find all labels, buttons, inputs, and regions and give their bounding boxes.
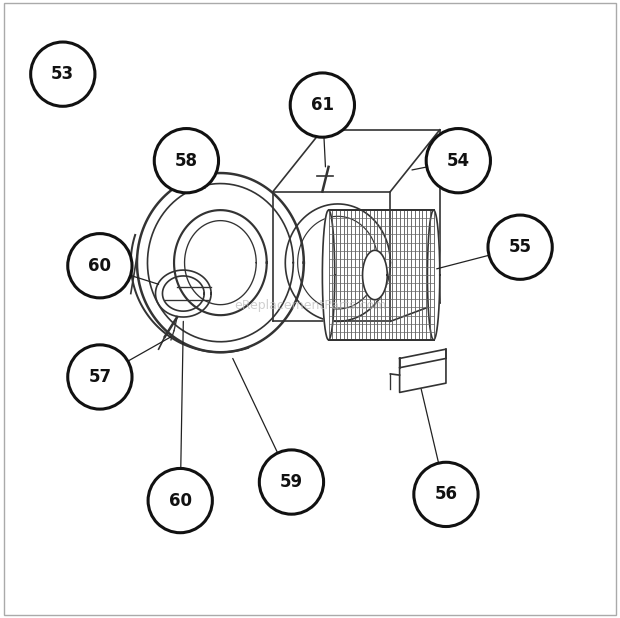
Circle shape [426,129,490,193]
Text: eReplacementParts.com: eReplacementParts.com [234,299,386,313]
Circle shape [30,42,95,106]
Text: 57: 57 [88,368,112,386]
Text: 58: 58 [175,151,198,170]
Text: 56: 56 [435,485,458,504]
Circle shape [488,215,552,279]
Circle shape [68,345,132,409]
Text: 60: 60 [89,256,112,275]
Circle shape [259,450,324,514]
Text: 55: 55 [508,238,531,256]
Circle shape [148,468,213,533]
Circle shape [154,129,218,193]
Circle shape [290,73,355,137]
Text: 61: 61 [311,96,334,114]
FancyBboxPatch shape [4,3,616,615]
Polygon shape [322,210,335,340]
Circle shape [414,462,478,527]
Text: 60: 60 [169,491,192,510]
Text: 59: 59 [280,473,303,491]
Polygon shape [427,210,440,340]
Text: 53: 53 [51,65,74,83]
Polygon shape [363,250,388,300]
Circle shape [68,234,132,298]
Polygon shape [400,349,446,392]
Text: 54: 54 [447,151,470,170]
